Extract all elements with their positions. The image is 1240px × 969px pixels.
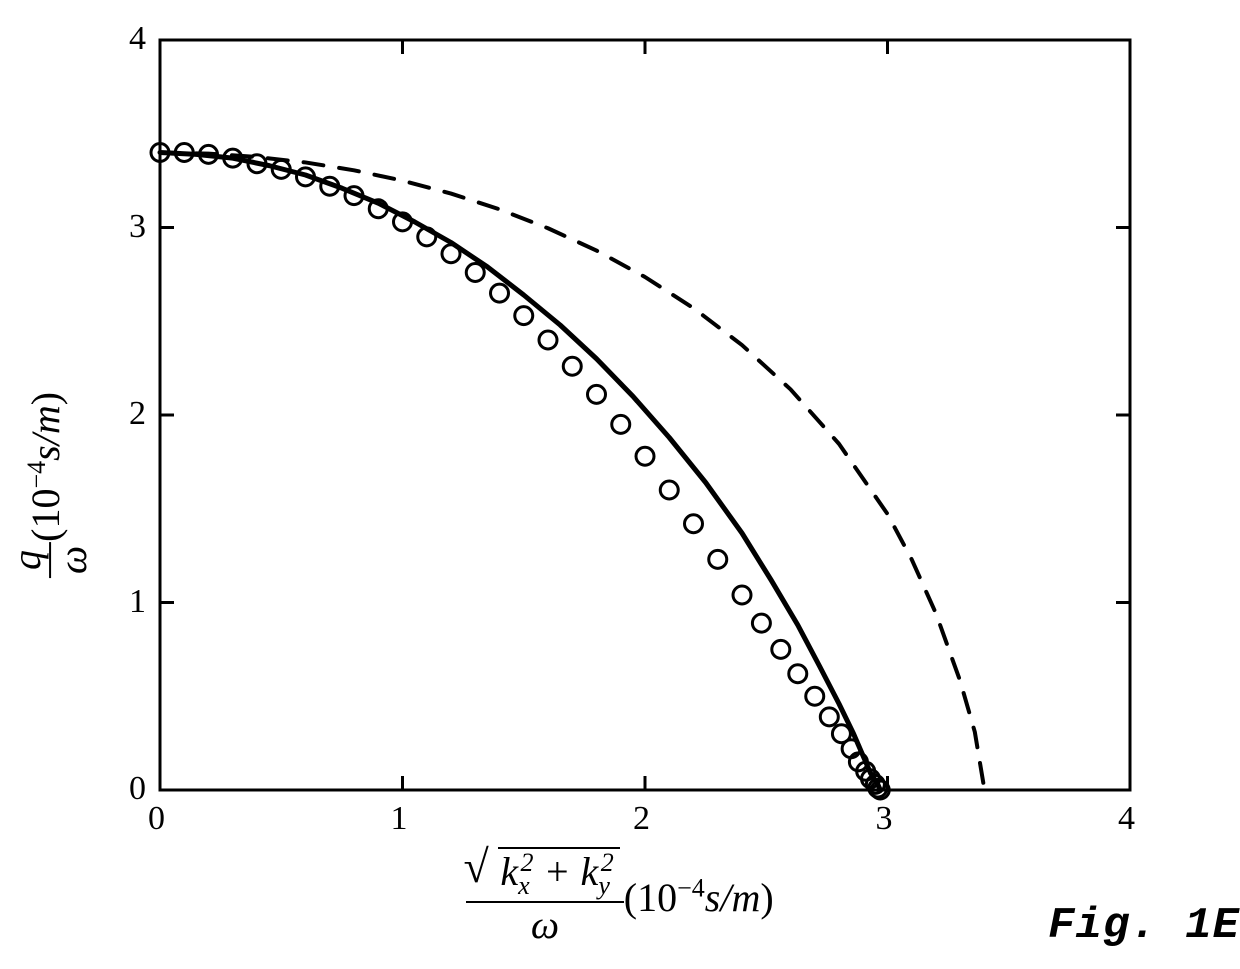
x-tick-label: 1 <box>391 800 408 838</box>
y-tick-label: 4 <box>129 20 146 58</box>
plot-area <box>0 0 1240 969</box>
x-tick-label: 3 <box>876 800 893 838</box>
y-tick-label: 2 <box>129 395 146 433</box>
y-tick-label: 3 <box>129 208 146 246</box>
x-tick-label: 2 <box>633 800 650 838</box>
y-tick-label: 1 <box>129 583 146 621</box>
x-tick-label: 4 <box>1118 800 1135 838</box>
y-tick-label: 0 <box>129 770 146 808</box>
x-tick-label: 0 <box>148 800 165 838</box>
